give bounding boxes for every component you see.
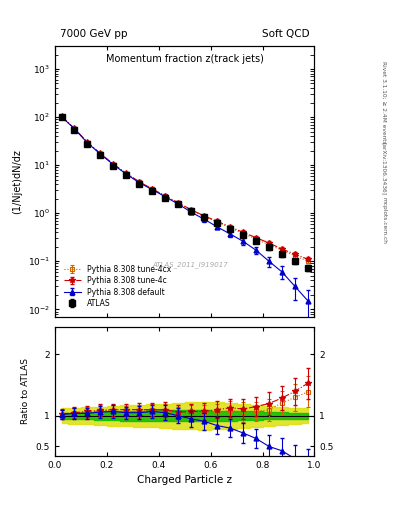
Text: 7000 GeV pp: 7000 GeV pp bbox=[60, 29, 128, 39]
Legend: Pythia 8.308 tune-4cx, Pythia 8.308 tune-4c, Pythia 8.308 default, ATLAS: Pythia 8.308 tune-4cx, Pythia 8.308 tune… bbox=[61, 263, 173, 310]
Text: Rivet 3.1.10; ≥ 2.4M events: Rivet 3.1.10; ≥ 2.4M events bbox=[381, 61, 386, 144]
Text: Soft QCD: Soft QCD bbox=[262, 29, 309, 39]
X-axis label: Charged Particle z: Charged Particle z bbox=[137, 475, 232, 485]
Text: ATLAS_2011_I919017: ATLAS_2011_I919017 bbox=[152, 261, 228, 268]
Text: [arXiv:1306.3436]: [arXiv:1306.3436] bbox=[381, 142, 386, 196]
Text: mcplots.cern.ch: mcplots.cern.ch bbox=[381, 197, 386, 244]
Text: Momentum fraction z(track jets): Momentum fraction z(track jets) bbox=[106, 54, 264, 64]
Y-axis label: (1/Njet)dN/dz: (1/Njet)dN/dz bbox=[12, 149, 22, 214]
Y-axis label: Ratio to ATLAS: Ratio to ATLAS bbox=[21, 358, 30, 424]
